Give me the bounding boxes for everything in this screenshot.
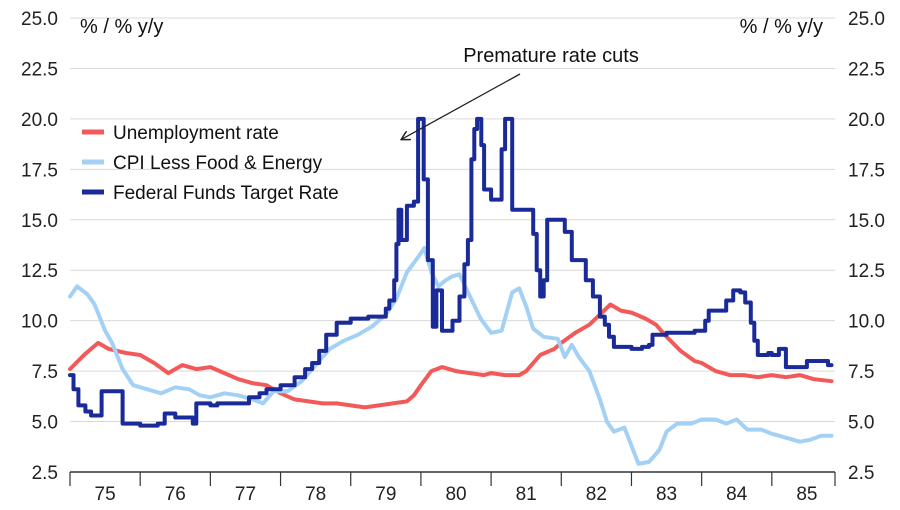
y-tick-label-left: 22.5 xyxy=(21,59,58,80)
x-tick-label: 77 xyxy=(235,484,256,505)
y-tick-label-left: 15.0 xyxy=(21,211,58,232)
y-tick-label-right: 25.0 xyxy=(848,9,885,30)
y-axis-right: 2.5 5.0 7.5 10.0 12.5 15.0 17.5 20.0 22.5 25.0 xyxy=(848,9,885,484)
y-tick-label-left: 12.5 xyxy=(21,261,58,282)
y-tick-label-right: 20.0 xyxy=(848,110,885,131)
y-tick-label-right: 12.5 xyxy=(848,261,885,282)
y-tick-label-right: 7.5 xyxy=(848,362,874,383)
series-line-2 xyxy=(68,116,834,428)
y-tick-label-right: 17.5 xyxy=(848,160,885,181)
x-tick-label: 84 xyxy=(726,484,748,505)
annotation: Premature rate cuts xyxy=(402,45,639,139)
series-line-0 xyxy=(68,302,834,410)
y-unit-right: % / % y/y xyxy=(740,16,823,38)
legend-label: CPI Less Food & Energy xyxy=(113,153,323,174)
y-tick-label-right: 22.5 xyxy=(848,59,885,80)
gridlines xyxy=(70,17,835,423)
x-tick-label: 85 xyxy=(796,484,817,505)
x-tick-label: 83 xyxy=(656,484,677,505)
y-tick-label-left: 7.5 xyxy=(32,362,58,383)
x-tick-label: 75 xyxy=(95,484,116,505)
y-tick-label-left: 17.5 xyxy=(21,160,58,181)
y-tick-label-right: 10.0 xyxy=(848,312,885,333)
y-tick-label-left: 20.0 xyxy=(21,110,58,131)
y-tick-label-right: 5.0 xyxy=(848,413,874,434)
x-tick-label: 79 xyxy=(375,484,396,505)
series xyxy=(68,116,834,466)
series-line-1 xyxy=(68,246,834,466)
x-tick-label: 78 xyxy=(305,484,326,505)
x-tick-label: 82 xyxy=(586,484,607,505)
x-tick-label: 76 xyxy=(165,484,186,505)
y-axis-left: 2.5 5.0 7.5 10.0 12.5 15.0 17.5 20.0 22.5 25.0 xyxy=(21,9,58,484)
y-tick-label-left: 2.5 xyxy=(32,463,58,484)
y-tick-label-right: 15.0 xyxy=(848,211,885,232)
x-axis: 75 76 77 78 79 80 81 82 83 84 85 xyxy=(69,472,836,505)
legend: Unemployment rate CPI Less Food & Energy F… xyxy=(82,123,339,204)
y-unit-left: % / % y/y xyxy=(80,16,163,38)
legend-label: Unemployment rate xyxy=(113,123,279,144)
x-tick-label: 80 xyxy=(445,484,466,505)
y-tick-label-right: 2.5 xyxy=(848,463,874,484)
annotation-arrow xyxy=(402,73,521,139)
y-tick-label-left: 10.0 xyxy=(21,312,58,333)
legend-label: Federal Funds Target Rate xyxy=(113,183,339,204)
x-tick-label: 81 xyxy=(516,484,537,505)
annotation-text: Premature rate cuts xyxy=(463,45,639,67)
y-tick-label-left: 25.0 xyxy=(21,9,58,30)
y-tick-label-left: 5.0 xyxy=(32,413,58,434)
